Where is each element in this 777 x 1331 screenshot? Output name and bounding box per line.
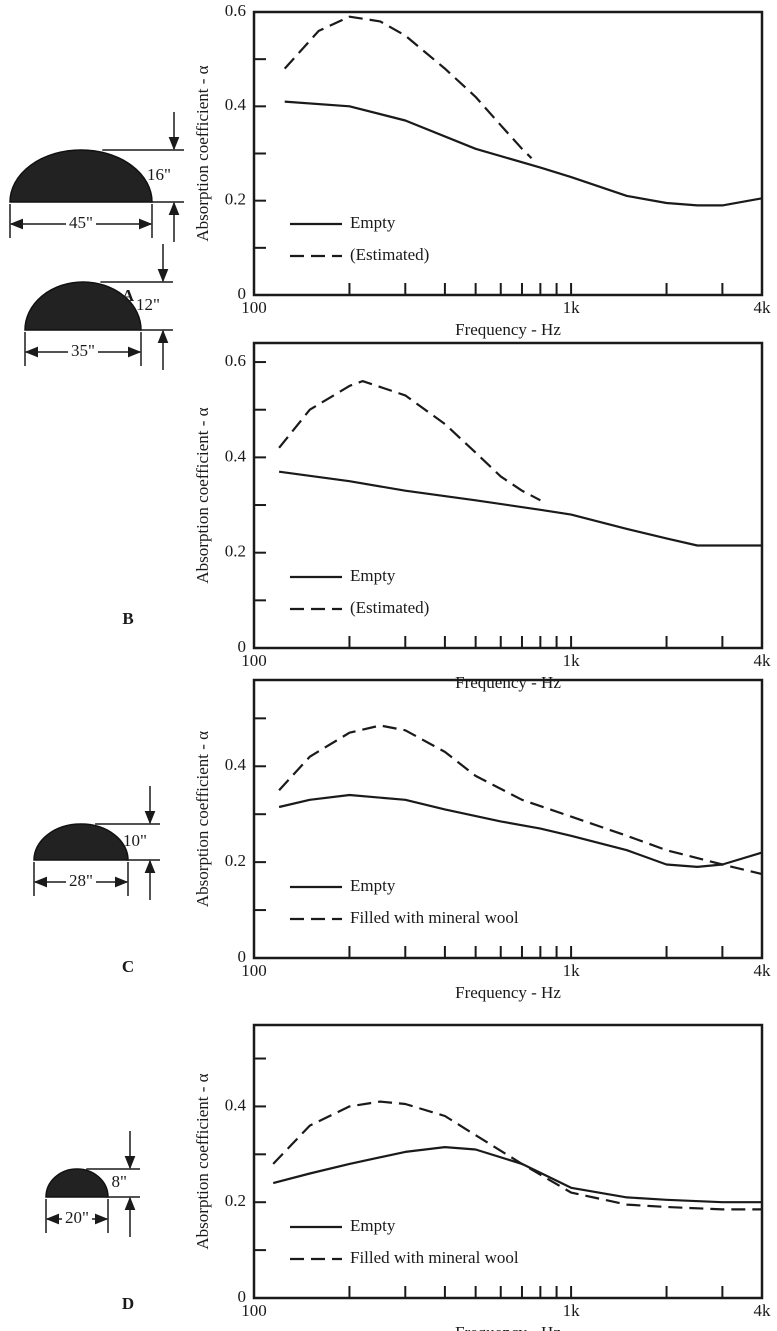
legend-label: Empty: [350, 213, 396, 232]
legend-label: (Estimated): [350, 598, 429, 617]
x-tick-label: 100: [241, 298, 267, 317]
y-tick-label: 0.2: [225, 190, 246, 209]
x-tick-label: 4k: [754, 298, 772, 317]
series-line: [272, 1100, 762, 1211]
y-tick-label: 0.6: [225, 351, 246, 370]
width-label: 28": [69, 871, 93, 890]
plot-frame: [252, 678, 764, 960]
y-tick-label: 0: [238, 284, 247, 303]
y-tick-label: 0: [238, 947, 247, 966]
x-tick-label: 1k: [563, 651, 581, 670]
x-axis-label: Frequency - Hz: [455, 673, 561, 692]
width-label: 35": [71, 341, 95, 360]
x-tick-label: 1k: [563, 1301, 581, 1320]
legend-label: Filled with mineral wool: [350, 908, 519, 927]
y-axis-label: Absorption coefficient - α: [193, 731, 212, 907]
cross-section: [45, 1168, 109, 1198]
cross-section: [33, 823, 129, 861]
height-label: 8": [112, 1172, 127, 1191]
panel-label: C: [122, 957, 134, 976]
series-line: [278, 380, 541, 502]
series-line: [278, 470, 762, 547]
cross-section: [9, 149, 153, 203]
series-line: [278, 724, 763, 876]
x-tick-label: 100: [241, 651, 267, 670]
x-tick-label: 100: [241, 961, 267, 980]
height-label: 16": [147, 165, 171, 184]
legend-label: Empty: [350, 566, 396, 585]
y-axis-label: Absorption coefficient - α: [193, 1073, 212, 1249]
width-label-bg: [66, 870, 96, 890]
y-tick-label: 0.4: [225, 1095, 247, 1114]
x-tick-label: 4k: [754, 1301, 772, 1320]
x-tick-label: 4k: [754, 651, 772, 670]
series-line: [272, 1146, 762, 1204]
y-axis-label: Absorption coefficient - α: [193, 65, 212, 241]
y-tick-label: 0.4: [225, 755, 247, 774]
y-tick-label: 0: [238, 637, 247, 656]
series-line: [283, 15, 533, 159]
height-label: 12": [136, 295, 160, 314]
y-tick-label: 0.6: [225, 1, 246, 20]
y-tick-label: 0.2: [225, 1191, 246, 1210]
legend-label: Empty: [350, 876, 396, 895]
width-label-bg: [66, 212, 96, 232]
x-tick-label: 4k: [754, 961, 772, 980]
y-tick-label: 0.2: [225, 851, 246, 870]
series-line: [284, 100, 763, 207]
plot-frame: [252, 10, 764, 297]
x-axis-label: Frequency - Hz: [455, 320, 561, 339]
width-label-bg: [68, 340, 98, 360]
cross-section: [24, 281, 142, 331]
y-tick-label: 0.4: [225, 95, 247, 114]
series-line: [278, 793, 763, 868]
plot-frame: [252, 341, 764, 650]
y-tick-label: 0.4: [225, 446, 247, 465]
y-axis-label: Absorption coefficient - α: [193, 407, 212, 583]
panel-label: B: [122, 609, 133, 628]
panel-label: D: [122, 1294, 134, 1313]
x-axis-label: Frequency - Hz: [455, 1323, 561, 1331]
y-tick-label: 0: [238, 1287, 247, 1306]
width-label: 20": [65, 1208, 89, 1227]
height-label: 10": [123, 831, 147, 850]
x-tick-label: 1k: [563, 298, 581, 317]
legend-label: (Estimated): [350, 245, 429, 264]
x-tick-label: 1k: [563, 961, 581, 980]
plot-frame: [252, 1023, 764, 1300]
x-axis-label: Frequency - Hz: [455, 983, 561, 1002]
y-tick-label: 0.2: [225, 542, 246, 561]
width-label: 45": [69, 213, 93, 232]
x-tick-label: 100: [241, 1301, 267, 1320]
legend-label: Filled with mineral wool: [350, 1248, 519, 1267]
legend-label: Empty: [350, 1216, 396, 1235]
width-label-bg: [62, 1207, 92, 1227]
